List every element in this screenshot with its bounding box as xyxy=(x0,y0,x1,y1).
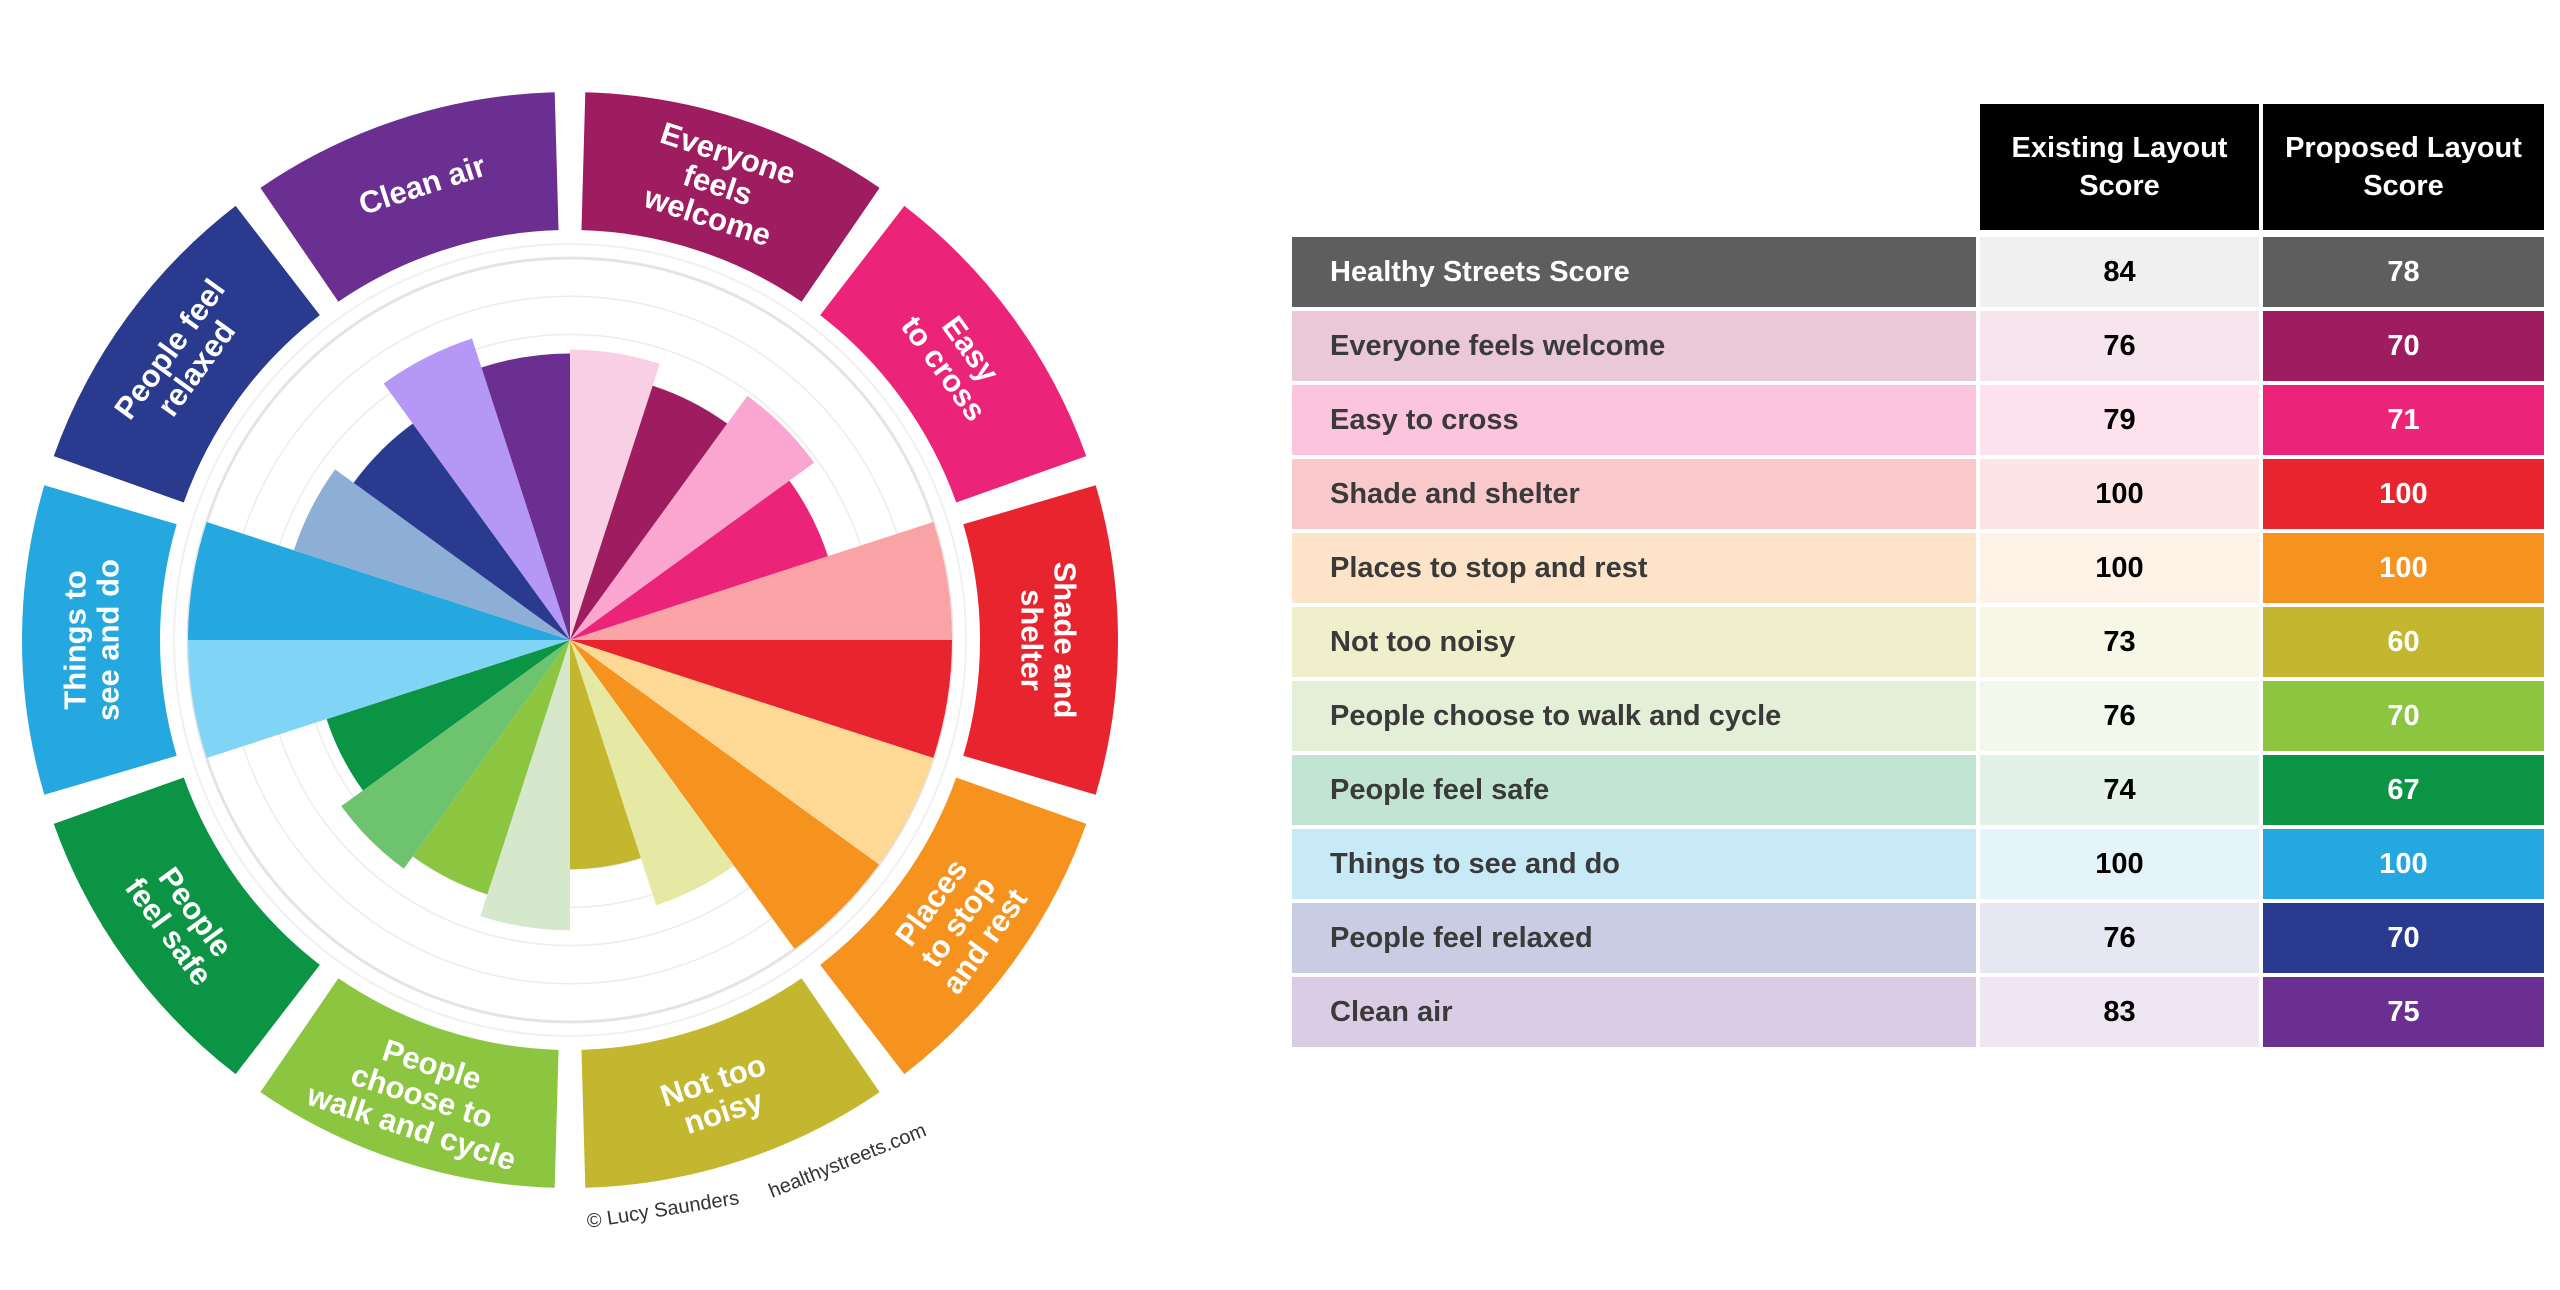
row-name: Places to stop and rest xyxy=(1292,531,1978,607)
row-name: Things to see and do xyxy=(1292,827,1978,903)
scores-header-row: Existing Layout Score Proposed Layout Sc… xyxy=(1290,104,2544,237)
label-segment xyxy=(53,777,320,1075)
bar-existing xyxy=(383,338,570,640)
label-segment xyxy=(21,485,177,795)
proposed-score: 100 xyxy=(2259,531,2544,607)
score-row: Not too noisy 73 60 xyxy=(1292,605,2544,681)
row-name: Not too noisy xyxy=(1292,605,1978,681)
bar-proposed xyxy=(481,353,570,640)
label-segment xyxy=(963,485,1119,795)
wheel-score-bars xyxy=(188,338,952,950)
proposed-score: 71 xyxy=(2259,383,2544,459)
bar-proposed xyxy=(570,640,641,870)
label-segment xyxy=(53,205,320,503)
grid-ring-outer xyxy=(173,243,967,1037)
proposed-score: 100 xyxy=(2259,457,2544,533)
header-proposed: Proposed Layout Score xyxy=(2259,104,2544,237)
bar-existing xyxy=(341,640,570,869)
bar-existing xyxy=(570,395,815,640)
score-row: People choose to walk and cycle 76 70 xyxy=(1292,679,2544,755)
label-segment xyxy=(820,205,1087,503)
proposed-score: 70 xyxy=(2259,901,2544,977)
bar-proposed xyxy=(326,640,570,791)
label-segment xyxy=(260,978,559,1188)
label-text: see and do xyxy=(91,559,126,721)
bar-existing xyxy=(570,640,934,865)
bar-existing xyxy=(293,469,570,640)
proposed-score: 75 xyxy=(2259,975,2544,1051)
bar-proposed xyxy=(188,521,570,640)
score-row: Clean air 83 75 xyxy=(1292,975,2544,1051)
row-name: Easy to cross xyxy=(1292,383,1978,459)
existing-score: 74 xyxy=(1976,753,2261,829)
label-segment xyxy=(260,92,559,302)
bar-proposed xyxy=(570,640,952,759)
header-blank xyxy=(1290,104,1978,237)
existing-score: 100 xyxy=(1976,531,2261,607)
scores-table: Existing Layout Score Proposed Layout Sc… xyxy=(1290,104,2544,1051)
existing-score: 100 xyxy=(1976,457,2261,533)
score-row: People feel safe 74 67 xyxy=(1292,753,2544,829)
bar-proposed xyxy=(570,480,828,640)
existing-score: 73 xyxy=(1976,605,2261,681)
row-name: People feel relaxed xyxy=(1292,901,1978,977)
existing-score: 100 xyxy=(1976,827,2261,903)
score-row: Things to see and do 100 100 xyxy=(1292,827,2544,903)
score-row: Easy to cross 79 71 xyxy=(1292,383,2544,459)
bar-existing xyxy=(188,640,570,759)
bar-proposed xyxy=(570,385,728,640)
row-name: People feel safe xyxy=(1292,753,1978,829)
bar-proposed xyxy=(353,423,570,640)
bar-existing xyxy=(570,349,660,640)
row-name: Shade and shelter xyxy=(1292,457,1978,533)
proposed-score: 100 xyxy=(2259,827,2544,903)
proposed-score: 78 xyxy=(2259,233,2544,311)
bar-existing xyxy=(480,640,570,931)
existing-score: 79 xyxy=(1976,383,2261,459)
proposed-score: 60 xyxy=(2259,605,2544,681)
existing-score: 83 xyxy=(1976,975,2261,1051)
row-name: People choose to walk and cycle xyxy=(1292,679,1978,755)
label-segment xyxy=(820,777,1087,1075)
bar-proposed xyxy=(570,640,880,950)
proposed-score: 70 xyxy=(2259,679,2544,755)
bar-proposed xyxy=(412,640,570,895)
label-text: shelter xyxy=(1015,589,1050,691)
row-name: Clean air xyxy=(1292,975,1978,1051)
score-row: Places to stop and rest 100 100 xyxy=(1292,531,2544,607)
proposed-score: 67 xyxy=(2259,753,2544,829)
existing-score: 76 xyxy=(1976,679,2261,755)
score-row-overall: Healthy Streets Score 84 78 xyxy=(1292,233,2544,311)
proposed-score: 70 xyxy=(2259,309,2544,385)
bar-existing xyxy=(570,640,734,906)
label-text: Things to xyxy=(58,570,93,709)
copyright-text: © Lucy Saunders xyxy=(585,1187,740,1233)
row-name: Healthy Streets Score xyxy=(1292,233,1978,311)
header-existing: Existing Layout Score xyxy=(1976,104,2261,237)
label-segment xyxy=(581,92,880,302)
score-row: Shade and shelter 100 100 xyxy=(1292,457,2544,533)
label-segment xyxy=(581,978,880,1188)
score-row: People feel relaxed 76 70 xyxy=(1292,901,2544,977)
label-text: Shade and xyxy=(1048,562,1083,719)
row-name: Everyone feels welcome xyxy=(1292,309,1978,385)
score-row: Everyone feels welcome 76 70 xyxy=(1292,309,2544,385)
existing-score: 76 xyxy=(1976,901,2261,977)
bar-existing xyxy=(570,521,952,640)
existing-score: 76 xyxy=(1976,309,2261,385)
existing-score: 84 xyxy=(1976,233,2261,311)
